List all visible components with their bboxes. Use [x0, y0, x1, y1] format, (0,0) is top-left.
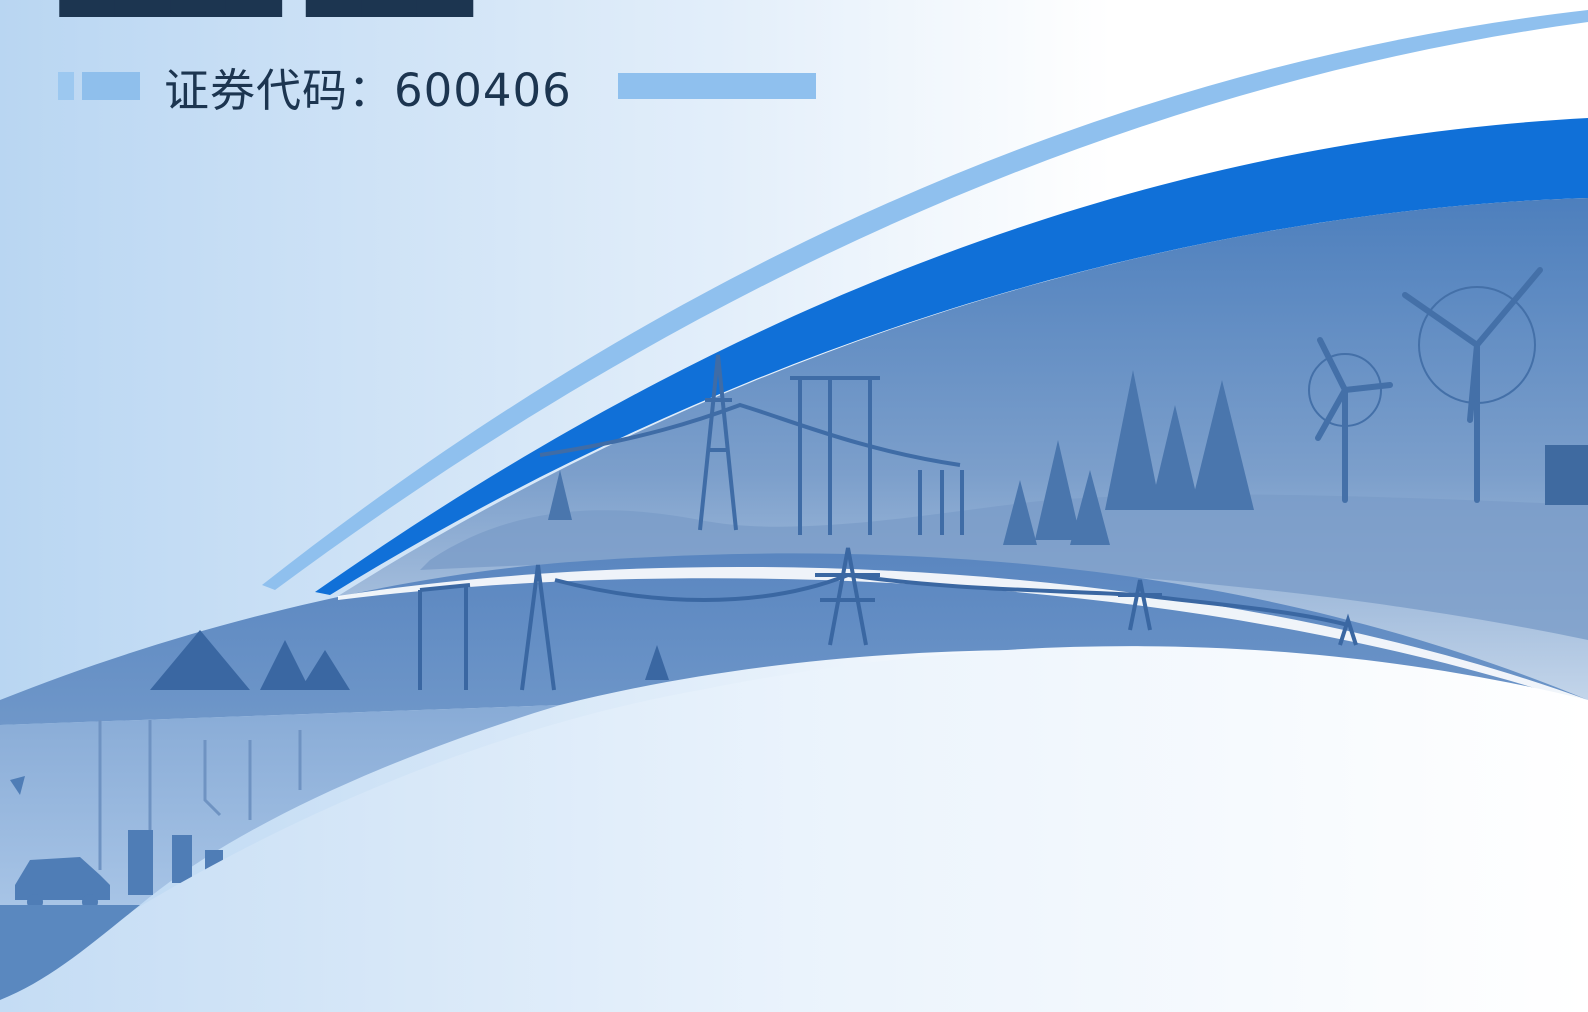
decorative-bar	[82, 72, 140, 100]
stock-code-row: 证券代码：600406	[58, 56, 816, 117]
stock-code: 证券代码：600406	[164, 63, 572, 117]
decorative-bar	[58, 72, 74, 100]
decorative-bar	[617, 73, 816, 99]
report-title-fragment: ▆▆▆▆ ▆▆▆	[60, 0, 473, 10]
